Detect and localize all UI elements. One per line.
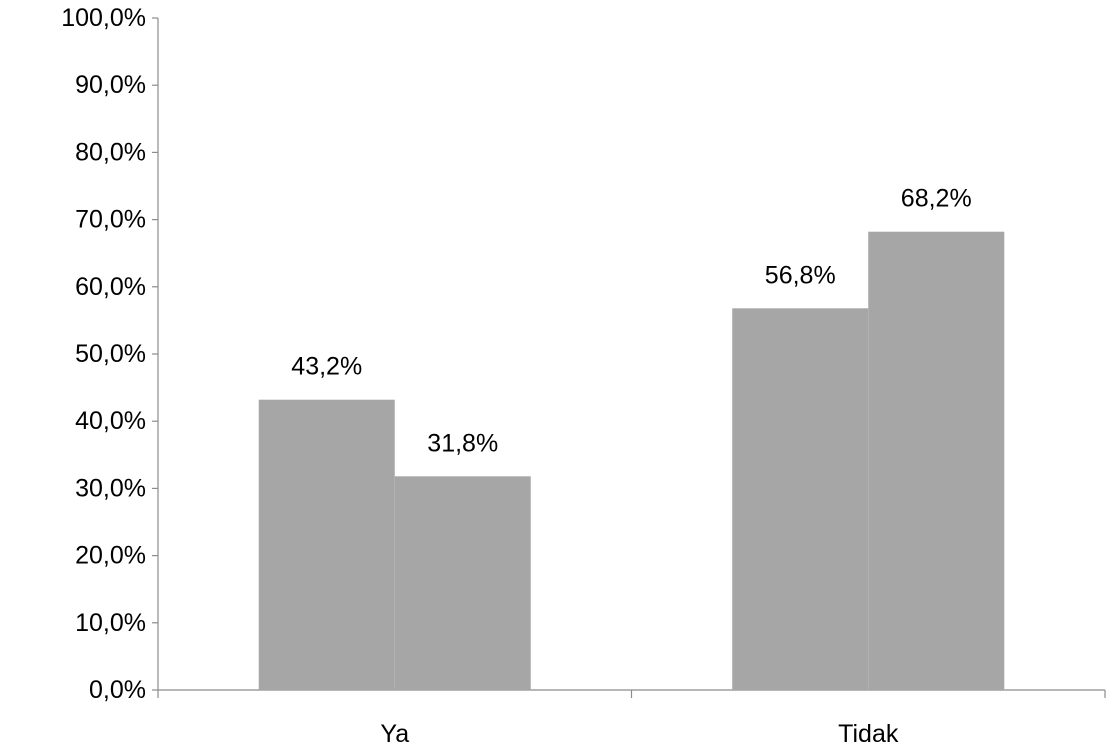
y-tick-label: 10,0% — [75, 609, 146, 637]
y-tick-label: 30,0% — [75, 474, 146, 502]
bar — [258, 399, 395, 690]
axes: 0,0% 10,0% 20,0% 30,0% 40,0% 50,0% 60,0% 70,0% 8… — [61, 4, 1106, 704]
y-tick-label: 50,0% — [75, 340, 146, 368]
data-label: 31,8% — [427, 429, 498, 457]
y-tick-label: 60,0% — [75, 273, 146, 301]
y-tick-label: 70,0% — [75, 206, 146, 234]
x-category-label: Ya — [380, 720, 409, 748]
y-tick-label: 80,0% — [75, 138, 146, 166]
data-label: 68,2% — [901, 185, 972, 213]
bars — [258, 231, 1005, 691]
x-category-label: Tidak — [838, 720, 899, 748]
y-tick-label: 0,0% — [89, 676, 146, 704]
data-label: 56,8% — [765, 261, 836, 289]
y-tick-label: 90,0% — [75, 71, 146, 99]
bar — [732, 308, 869, 690]
y-tick-label: 20,0% — [75, 542, 146, 570]
bar — [394, 476, 531, 690]
data-label: 43,2% — [291, 353, 362, 381]
bar — [868, 231, 1005, 691]
labels: Ya Tidak 43,2% 31,8% 56,8% 68,2% — [291, 185, 971, 748]
y-tick-label: 100,0% — [61, 4, 146, 32]
y-tick-label: 40,0% — [75, 407, 146, 435]
